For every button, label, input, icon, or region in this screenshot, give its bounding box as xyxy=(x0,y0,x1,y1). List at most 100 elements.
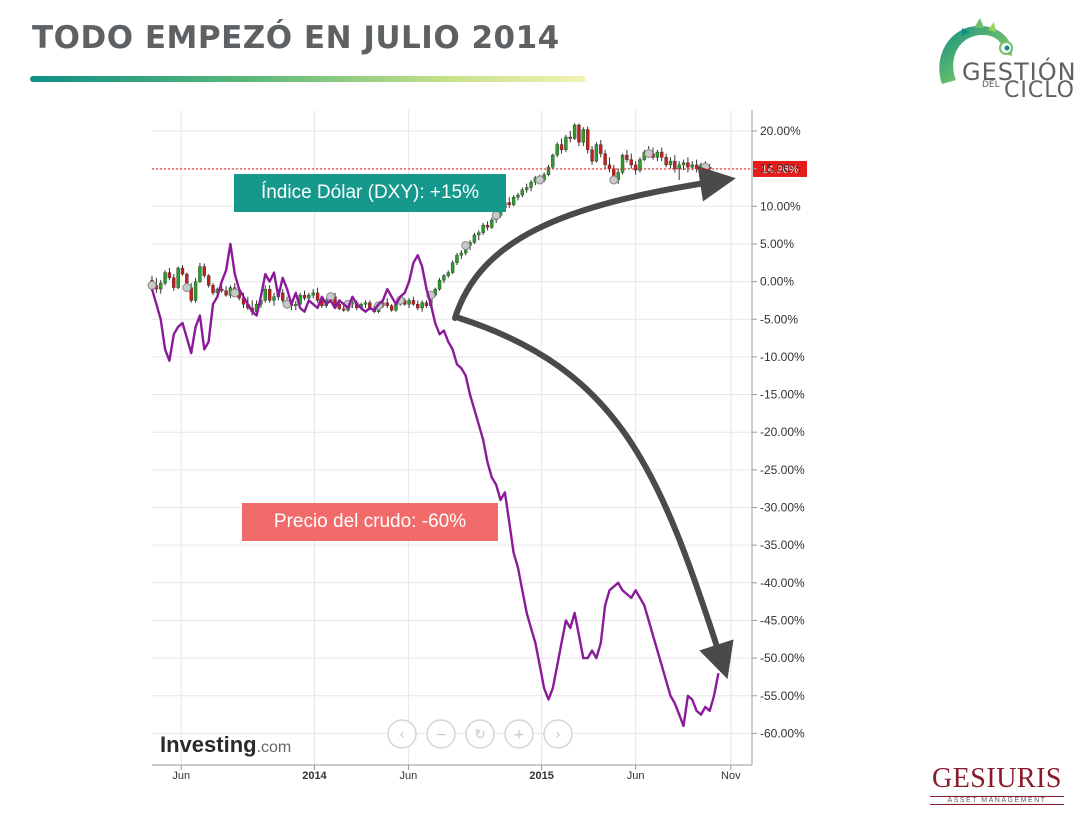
candle-body xyxy=(568,136,572,139)
dxy-candle xyxy=(272,292,276,306)
dxy-candle xyxy=(481,222,485,235)
candle-body xyxy=(263,288,267,301)
zoom-in-button[interactable]: + xyxy=(504,719,534,749)
dxy-candle xyxy=(224,286,228,297)
candle-body xyxy=(411,300,416,305)
reset-button[interactable]: ↻ xyxy=(465,719,495,749)
dxy-candle xyxy=(633,161,638,175)
dxy-candle xyxy=(516,192,520,201)
candle-body xyxy=(551,154,555,168)
candle-body xyxy=(446,272,450,276)
y-tick-label: -10.00% xyxy=(760,350,805,364)
dxy-candle xyxy=(311,289,315,299)
dxy-candle xyxy=(389,304,394,312)
dxy-candle xyxy=(559,138,564,154)
event-marker xyxy=(700,162,710,172)
dxy-candle xyxy=(660,147,664,162)
dxy-candle xyxy=(594,142,599,163)
gesiuris-name: GESIURIS xyxy=(931,763,1062,794)
oil-price-line xyxy=(150,242,720,728)
candle-body xyxy=(660,151,664,158)
dxy-candle xyxy=(686,157,690,173)
dxy-candle xyxy=(620,153,625,175)
dxy-candle xyxy=(193,277,198,303)
candle-body xyxy=(490,219,494,228)
dxy-candle xyxy=(267,285,272,303)
candle-body xyxy=(520,189,525,196)
dxy-candle xyxy=(420,300,424,312)
dxy-candle xyxy=(416,300,420,311)
candle-body xyxy=(455,255,459,263)
dxy-candle xyxy=(450,260,455,275)
candle-body xyxy=(564,136,568,151)
logo-gestion-line1: GESTIÓN xyxy=(962,58,1077,86)
watermark-dotcom: .com xyxy=(257,739,292,756)
dxy-candle xyxy=(202,263,206,278)
scroll-left-button[interactable]: ‹ xyxy=(387,719,417,749)
candle-body xyxy=(267,288,272,301)
candle-body xyxy=(677,164,681,169)
candle-body xyxy=(206,275,211,286)
dxy-candle xyxy=(511,195,516,207)
candle-body xyxy=(511,197,516,205)
dxy-candle xyxy=(520,187,525,198)
x-tick-label: 2014 xyxy=(302,770,327,782)
scroll-right-button[interactable]: › xyxy=(543,719,573,749)
candle-body xyxy=(629,159,633,166)
y-tick-label: 0.00% xyxy=(760,275,794,289)
dxy-candle xyxy=(507,197,511,208)
y-tick-label: -25.00% xyxy=(760,463,805,477)
x-tick-label: 2015 xyxy=(529,770,553,782)
y-tick-label: 20.00% xyxy=(760,124,801,138)
dxy-candle xyxy=(159,280,163,294)
dxy-candle xyxy=(681,159,686,171)
title-underline xyxy=(30,76,586,82)
dxy-candle xyxy=(581,127,586,147)
y-tick-label: -15.00% xyxy=(760,388,805,402)
candle-body xyxy=(337,303,342,309)
zoom-in-ring xyxy=(504,719,534,749)
slide-title: TODO EMPEZÓ EN JULIO 2014 xyxy=(32,20,560,56)
y-tick-label: -50.00% xyxy=(760,651,805,665)
dxy-candle xyxy=(564,134,568,153)
dxy-candle xyxy=(180,265,185,276)
zoom-out-icon: − xyxy=(435,727,447,743)
candle-body xyxy=(416,303,420,309)
event-marker xyxy=(491,210,501,220)
dxy-candle xyxy=(603,149,607,169)
dxy-candle xyxy=(590,146,594,165)
candle-body xyxy=(585,129,590,151)
event-marker xyxy=(535,175,545,185)
candle-body xyxy=(407,300,411,305)
zoom-out-button[interactable]: − xyxy=(426,719,456,749)
dxy-candle xyxy=(485,221,490,231)
dxy-candle xyxy=(437,277,442,291)
current-value-tag: 14.96% xyxy=(152,160,807,177)
candle-body xyxy=(590,149,594,162)
candle-body xyxy=(633,164,638,171)
x-tick-label: Jun xyxy=(627,770,645,782)
candle-body xyxy=(507,202,511,205)
dxy-candle xyxy=(524,183,529,193)
dxy-candle xyxy=(599,140,603,158)
candle-body xyxy=(307,294,311,299)
dxy-candle xyxy=(163,270,167,286)
y-tick-label: -45.00% xyxy=(760,613,805,627)
dxy-candle xyxy=(263,285,267,303)
dxy-candle xyxy=(167,268,172,281)
candle-body xyxy=(603,153,607,166)
gestion-del-ciclo-logo xyxy=(939,18,1013,84)
y-tick-label: -35.00% xyxy=(760,538,805,552)
y-tick-label: 15.00% xyxy=(760,162,801,176)
candle-body xyxy=(577,124,581,143)
candle-body xyxy=(224,290,228,296)
chart-zoom-controls[interactable]: ‹ − ↻ + › xyxy=(387,719,573,749)
dxy-candle xyxy=(455,252,459,266)
dxy-candle xyxy=(363,300,368,308)
candle-body xyxy=(477,232,481,236)
candle-body xyxy=(529,182,533,188)
candle-body xyxy=(311,292,315,296)
investing-watermark: Investing.com xyxy=(160,732,291,757)
event-marker xyxy=(609,175,619,185)
